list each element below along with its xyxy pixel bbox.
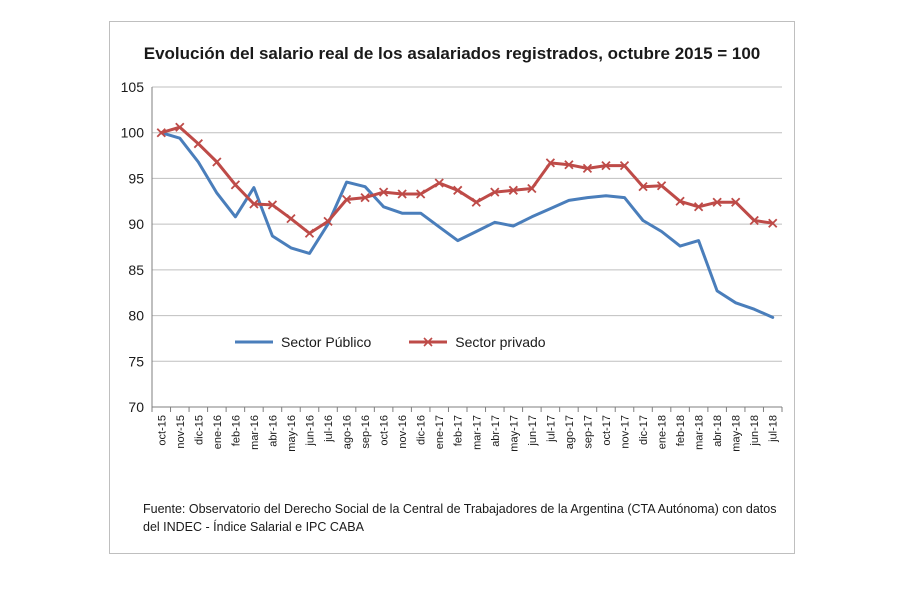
chart-frame: Evolución del salario real de los asalar…	[109, 21, 795, 554]
x-tick-label: nov-16	[397, 415, 409, 449]
data-point-privado	[341, 194, 352, 205]
y-tick-label: 95	[128, 170, 144, 186]
x-tick-label: dic-16	[416, 415, 428, 445]
y-tick-label: 70	[128, 399, 144, 415]
data-point-privado	[378, 187, 389, 197]
legend-label-privado: Sector privado	[455, 334, 546, 350]
x-tick-label: may-16	[286, 415, 298, 452]
data-point-privado	[323, 216, 333, 227]
x-tick-label: abr-17	[490, 415, 502, 447]
data-point-privado	[619, 160, 630, 171]
chart-legend: Sector Público Sector privado	[235, 334, 546, 350]
x-tick-label: feb-18	[675, 415, 687, 446]
x-tick-label: jul-17	[545, 415, 557, 443]
data-point-privado	[675, 196, 685, 206]
x-tick-label: ene-17	[434, 415, 446, 449]
data-point-privado	[230, 180, 241, 190]
x-tick-label: jul-18	[768, 415, 780, 443]
x-tick-label: jun-18	[749, 415, 761, 447]
data-point-privado	[156, 128, 166, 138]
chart-title: Evolución del salario real de los asalar…	[143, 44, 761, 63]
x-tick-label: dic-17	[638, 415, 650, 445]
data-point-privado	[434, 178, 444, 188]
x-tick-label: abr-16	[267, 415, 279, 447]
data-point-privado	[749, 215, 759, 226]
data-point-privado	[193, 139, 203, 149]
x-tick-label: jun-16	[305, 415, 317, 447]
data-point-privado	[527, 183, 537, 194]
y-tick-label: 80	[128, 308, 144, 324]
x-tick-label: mar-16	[249, 415, 261, 450]
series-line-privado	[159, 125, 775, 235]
data-point-privado	[360, 192, 370, 203]
data-point-privado	[397, 189, 407, 199]
data-point-privado	[508, 185, 518, 195]
data-point-privado	[286, 214, 296, 224]
y-tick-label: 105	[121, 79, 145, 95]
x-tick-label: oct-17	[601, 415, 613, 446]
y-tick-label: 100	[121, 125, 145, 141]
data-point-privado	[453, 185, 463, 195]
x-tick-label: jul-16	[323, 415, 335, 443]
source-note: Fuente: Observatorio del Derecho Social …	[143, 502, 777, 535]
x-tick-label: sep-17	[582, 415, 594, 449]
data-point-privado	[768, 218, 778, 228]
data-point-privado	[582, 163, 593, 174]
data-point-privado	[638, 182, 648, 192]
x-tick-label: oct-15	[156, 415, 168, 446]
y-tick-label: 85	[128, 262, 144, 278]
legend-item-privado: Sector privado	[409, 334, 546, 350]
data-point-privado	[175, 122, 185, 132]
x-tick-label: sep-16	[360, 415, 372, 449]
x-tick-label: jun-17	[527, 415, 539, 447]
data-point-privado	[545, 158, 556, 168]
data-point-privado	[490, 187, 500, 197]
series-line-publico	[159, 131, 775, 319]
legend-item-publico: Sector Público	[235, 334, 371, 350]
x-tick-label: nov-17	[620, 415, 632, 449]
data-point-privado	[267, 200, 278, 210]
data-point-privado	[416, 189, 426, 199]
x-tick-label: dic-15	[193, 415, 205, 445]
data-point-privado	[731, 197, 741, 207]
x-tick-label: abr-18	[712, 415, 724, 447]
x-tick-label: may-17	[508, 415, 520, 452]
x-tick-label: nov-15	[175, 415, 187, 449]
legend-swatch-privado	[409, 337, 448, 347]
y-tick-label: 75	[128, 353, 144, 369]
x-tick-label: may-18	[731, 415, 743, 452]
x-tick-label: ago-17	[564, 415, 576, 449]
data-point-privado	[249, 199, 259, 209]
data-point-privado	[212, 157, 222, 167]
data-point-privado	[693, 202, 704, 212]
data-point-privado	[564, 160, 574, 170]
x-tick-label: feb-17	[453, 415, 465, 446]
x-tick-label: ene-16	[212, 415, 224, 449]
x-tick-label: oct-16	[379, 415, 391, 446]
data-point-privado	[471, 197, 481, 207]
legend-swatch-publico	[235, 340, 273, 344]
x-tick-label: ene-18	[657, 415, 669, 449]
x-tick-label: ago-16	[342, 415, 354, 449]
x-tick-label: mar-18	[694, 415, 706, 450]
x-tick-label: mar-17	[471, 415, 483, 450]
data-point-privado	[304, 228, 315, 238]
data-point-privado	[712, 197, 722, 207]
y-tick-label: 90	[128, 216, 144, 232]
x-tick-label: feb-16	[230, 415, 242, 446]
legend-label-publico: Sector Público	[281, 334, 372, 350]
data-point-privado	[656, 181, 667, 191]
data-point-privado	[601, 160, 611, 171]
